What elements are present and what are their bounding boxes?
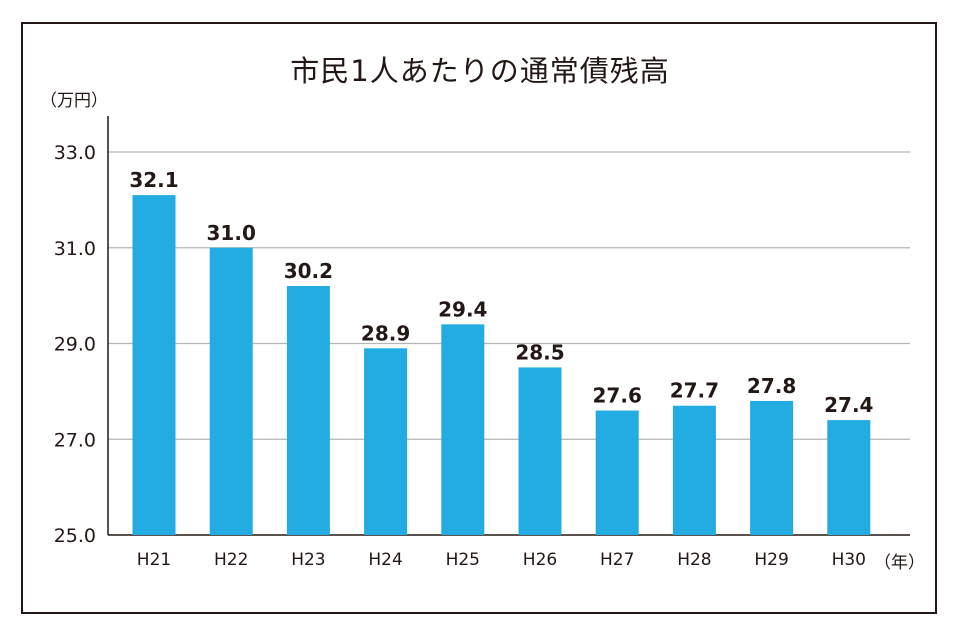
bar	[441, 324, 485, 535]
data-label: 29.4	[438, 297, 487, 321]
x-tick-label: H23	[291, 550, 325, 570]
bar	[518, 367, 562, 535]
y-tick-label: 27.0	[54, 429, 96, 451]
bar	[750, 400, 794, 535]
y-axis-unit-label: （万円）	[40, 91, 108, 111]
x-tick-label: H22	[214, 550, 248, 570]
data-label: 28.5	[515, 340, 564, 364]
x-axis-unit-label: （年）	[874, 553, 925, 573]
data-label: 27.6	[593, 384, 642, 408]
y-tick-label: 33.0	[54, 142, 96, 164]
bar	[364, 348, 408, 535]
x-tick-label: H30	[832, 550, 866, 570]
data-label: 27.8	[747, 374, 796, 398]
bar	[132, 195, 176, 535]
bar	[672, 405, 716, 535]
y-tick-label: 31.0	[54, 238, 96, 260]
y-tick-label: 25.0	[54, 525, 96, 547]
data-label: 27.7	[670, 379, 719, 403]
x-tick-label: H29	[754, 550, 788, 570]
x-tick-label: H28	[677, 550, 711, 570]
bar	[827, 420, 871, 535]
data-label: 32.1	[129, 168, 178, 192]
bar	[595, 410, 639, 535]
x-tick-label: H26	[523, 550, 557, 570]
x-tick-label: H24	[368, 550, 402, 570]
bar	[209, 247, 253, 535]
data-label: 28.9	[361, 321, 410, 345]
x-tick-label: H27	[600, 550, 634, 570]
data-label: 27.4	[824, 393, 873, 417]
data-label: 31.0	[207, 221, 256, 245]
bar	[286, 286, 330, 535]
x-tick-label: H21	[137, 550, 171, 570]
data-label: 30.2	[284, 259, 333, 283]
y-tick-label: 29.0	[54, 334, 96, 356]
x-tick-label: H25	[446, 550, 480, 570]
chart-title: 市民1人あたりの通常債残高	[290, 54, 670, 88]
